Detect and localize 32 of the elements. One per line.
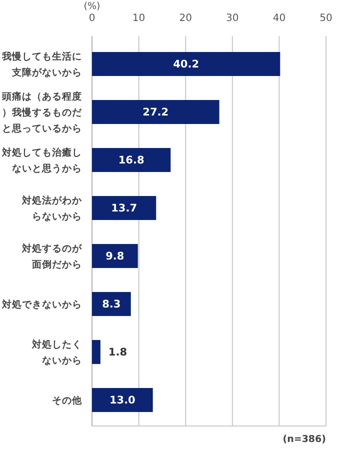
bar <box>92 148 171 172</box>
x-tick-label: 40 <box>272 13 286 24</box>
bar <box>92 100 220 124</box>
x-tick-label: 20 <box>179 13 192 24</box>
bar <box>92 388 153 412</box>
y-tick-label: 対処法がわからないから <box>21 194 83 222</box>
x-tick-label: 0 <box>88 13 96 24</box>
data-label: 16.8 <box>118 154 144 167</box>
text: (n=386) <box>282 434 326 445</box>
x-tick-label: 50 <box>320 13 332 24</box>
x-tick-label: 10 <box>132 13 146 24</box>
y-tick-label: 頭痛は（ある程度）我慢するものだと思っているから <box>1 90 83 134</box>
data-label: 27.2 <box>142 106 169 119</box>
y-tick-label: 対処するのが面倒だから <box>21 242 83 270</box>
data-label: 1.8 <box>108 346 128 359</box>
bar <box>92 52 280 76</box>
y-tick-label: 我慢しても生活に支障がないから <box>1 50 82 78</box>
y-tick-label: その他 <box>52 394 83 406</box>
data-label: 13.0 <box>109 394 136 407</box>
y-tick-label: 対処しても治癒しないと思うから <box>1 146 82 174</box>
y-tick-label: 対処したくないから <box>31 338 82 366</box>
bar <box>92 244 138 268</box>
x-axis-title: (%) <box>84 1 100 12</box>
data-label: 40.2 <box>173 58 200 71</box>
data-label: 9.8 <box>106 250 124 263</box>
data-label: 13.7 <box>111 202 138 215</box>
bar <box>92 340 100 364</box>
bar <box>92 196 156 220</box>
bar <box>92 292 131 316</box>
y-tick-label: 対処できないから <box>1 298 82 310</box>
x-tick-label: 30 <box>226 13 239 24</box>
data-label: 8.3 <box>102 298 121 311</box>
